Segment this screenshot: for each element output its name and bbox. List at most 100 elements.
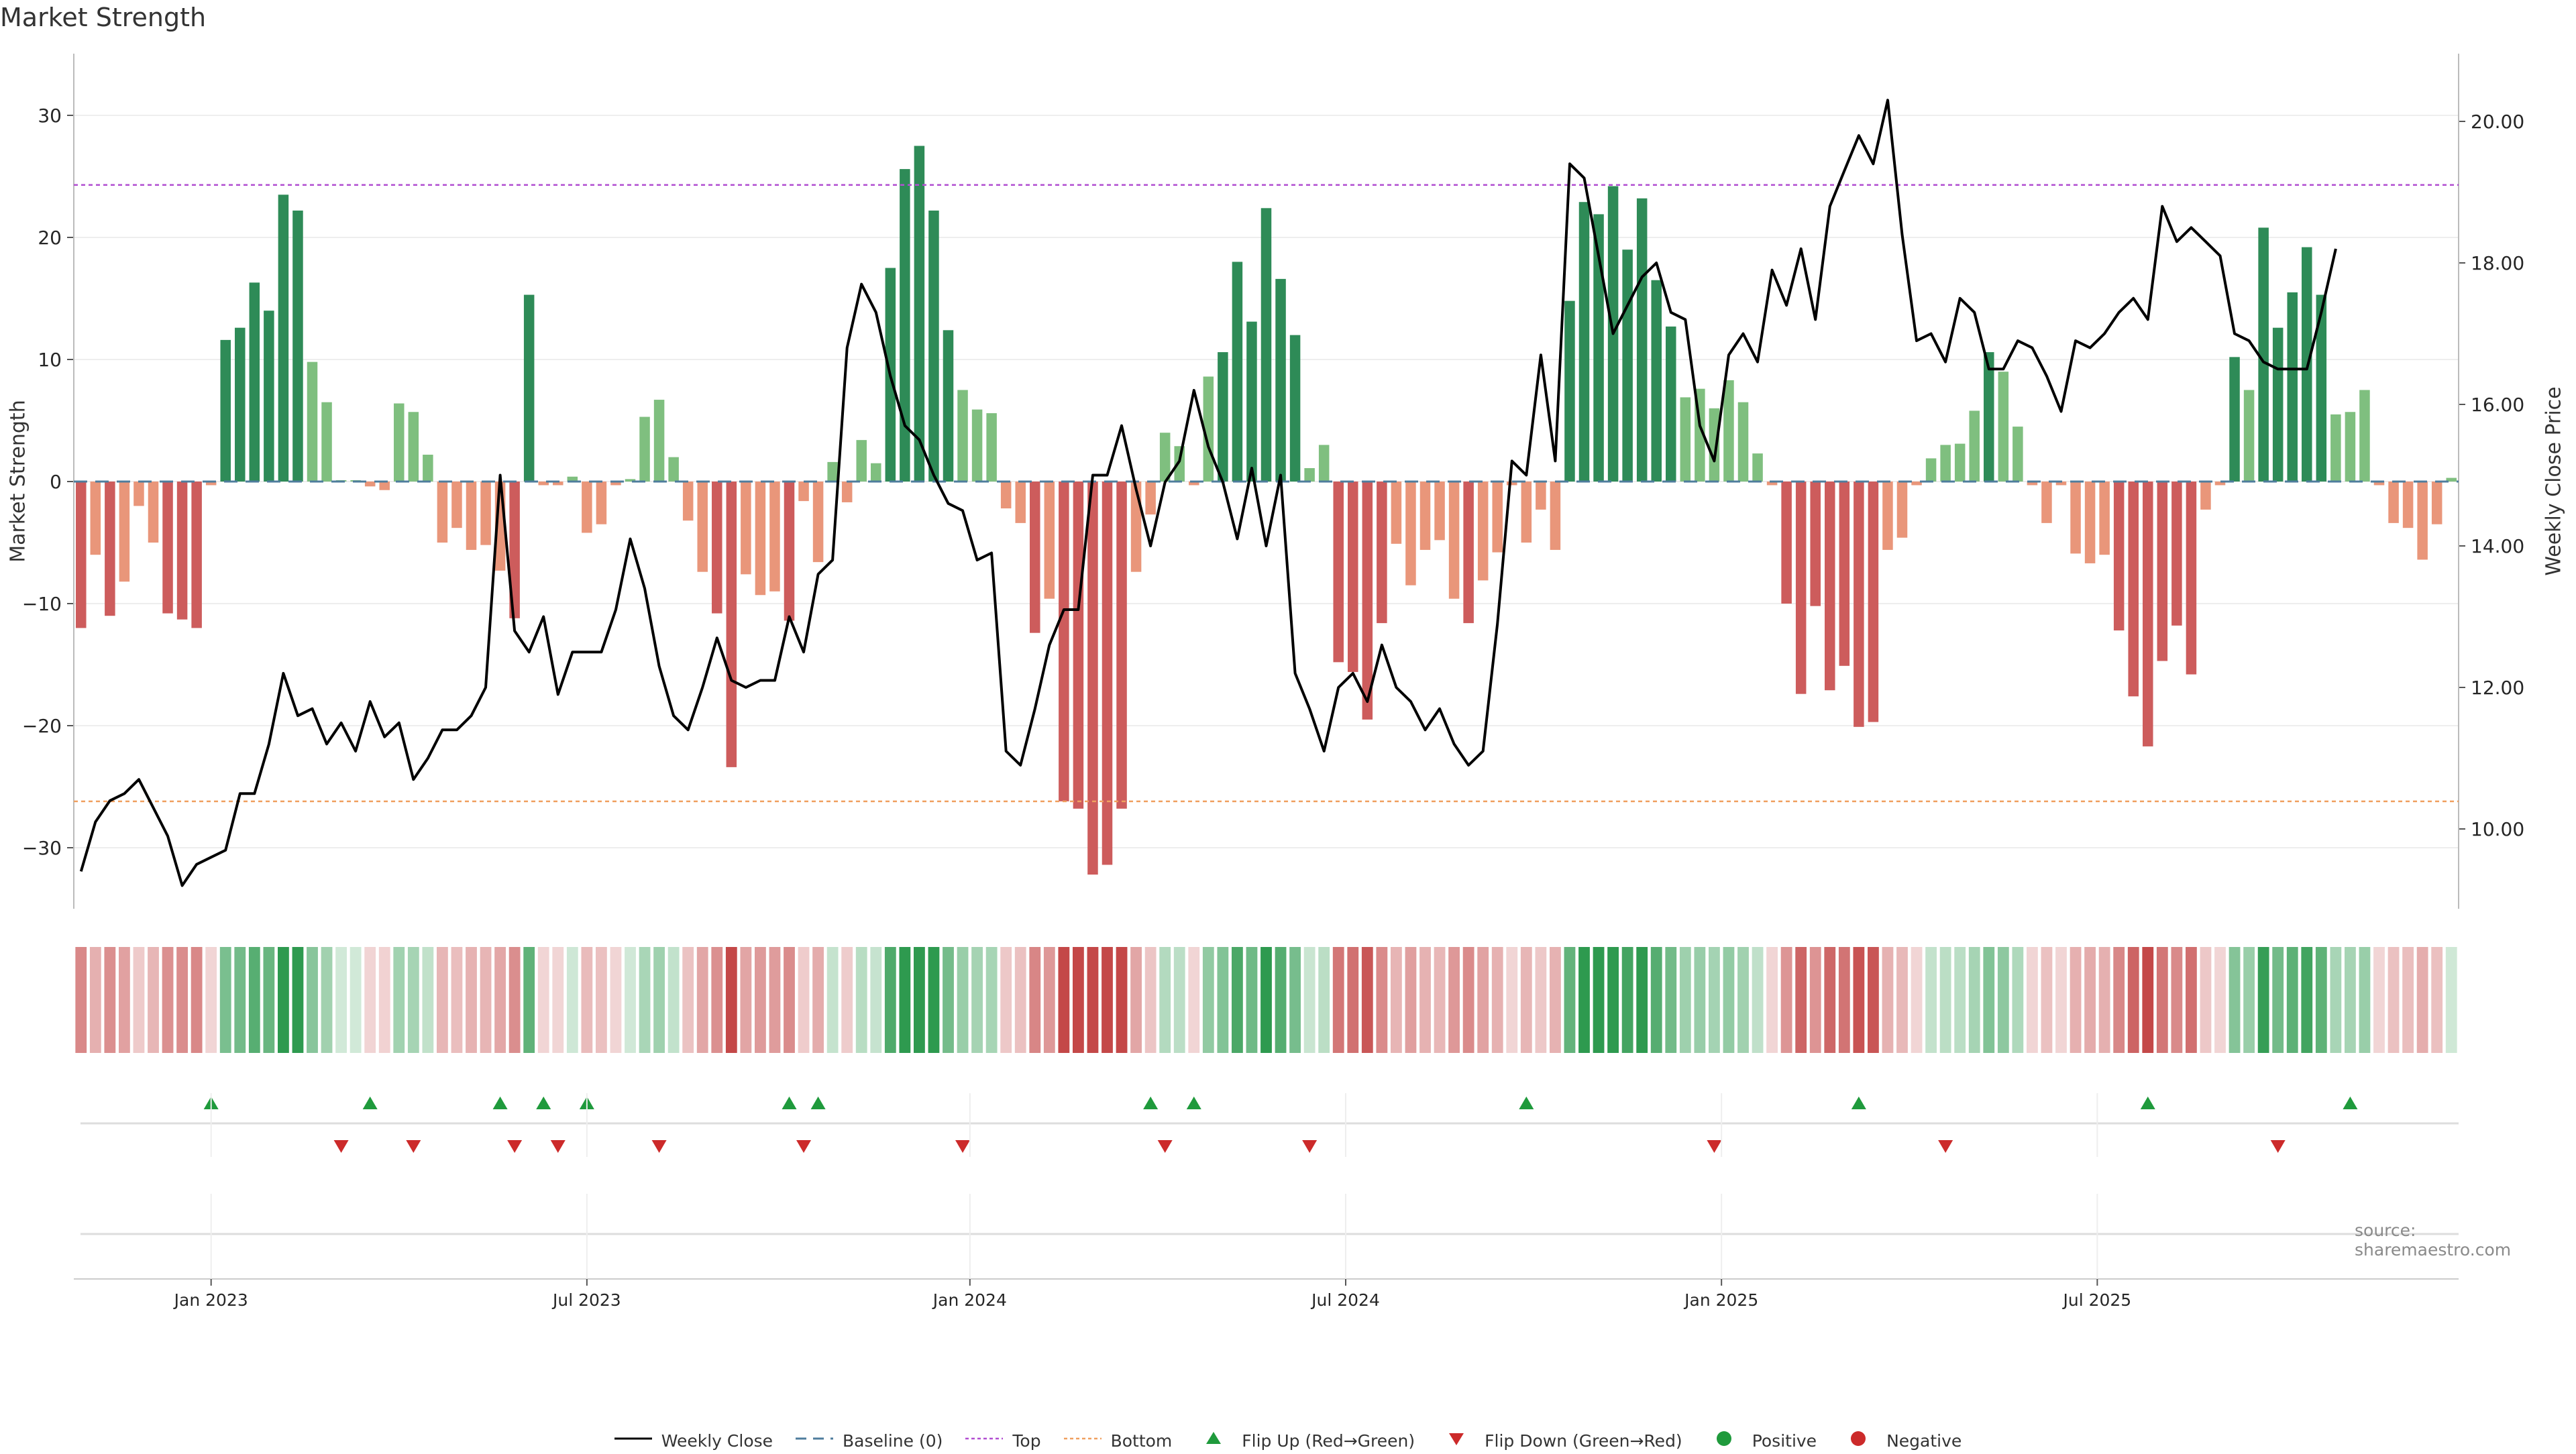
flip-down-marker [333,1140,349,1153]
heat-cell [1824,947,1836,1053]
heat-cell [1752,947,1764,1053]
strength-bar [553,482,564,486]
heat-cell [364,947,376,1053]
x-tick-label: Jan 2023 [173,1290,248,1310]
strength-bar [1868,482,1879,722]
heat-cell [1911,947,1923,1053]
strength-bar [2229,357,2240,482]
strength-bar [1536,482,1546,510]
heat-cell [1376,947,1388,1053]
heat-cell [1232,947,1243,1053]
strength-bar [2431,482,2443,524]
heat-cell [1116,947,1128,1053]
heat-cell [1130,947,1142,1053]
legend-symbol [965,1431,1004,1451]
heat-cell [914,947,925,1053]
heat-cell [1737,947,1749,1053]
heat-cell [1838,947,1850,1053]
strength-bar [957,390,968,482]
heat-cell [407,947,419,1053]
y2-tick-label: 20.00 [2471,111,2524,133]
heat-cell [884,947,896,1053]
strength-bar [625,479,636,482]
y2-tick-label: 16.00 [2471,394,2524,416]
legend-symbol [1705,1431,1743,1451]
heat-cell [971,947,983,1053]
strength-bar [986,413,997,482]
strength-bar [582,482,592,533]
heat-cell [1795,947,1807,1053]
heat-cell [162,947,174,1053]
heat-cell [2070,947,2082,1053]
strength-bar [2084,482,2096,563]
heat-cell [1665,947,1677,1053]
strength-bar [2330,414,2341,482]
strength-bar [264,311,274,482]
strength-bar [928,210,939,482]
strength-bar [2345,412,2356,482]
source-note: source: sharemaestro.com [2355,1221,2512,1260]
strength-bar [1911,482,1922,486]
heat-cell [350,947,362,1053]
strength-bar [119,482,130,582]
heat-cell [1448,947,1460,1053]
legend-symbol [1438,1431,1475,1451]
heat-cell [1780,947,1792,1053]
heat-cell [725,947,737,1053]
heat-cell [2402,947,2414,1053]
heat-cell [2156,947,2168,1053]
heat-cell [1202,947,1214,1053]
heat-cell [1217,947,1229,1053]
strength-bar [1723,380,1734,482]
heat-cell [2200,947,2212,1053]
heat-cell [1636,947,1648,1053]
strength-bar [437,482,448,543]
flip-up-marker [492,1097,508,1109]
strength-bar [133,482,144,506]
strength-bar [1116,482,1127,809]
heat-cell [2345,947,2356,1053]
heat-cell [508,947,521,1053]
heat-cell [378,947,390,1053]
strength-bar [205,482,217,486]
heat-cell [1102,947,1113,1053]
strength-bar [1969,410,1980,482]
heat-cell [1868,947,1879,1053]
strength-bar [2258,227,2269,482]
heat-cell [219,947,231,1053]
heat-cell [2416,947,2428,1053]
flip-up-marker [1143,1097,1159,1109]
strength-bar [1854,482,1864,727]
strength-bar [668,457,679,482]
heat-cell [1578,947,1590,1053]
strength-bar [2041,482,2052,523]
x-tick-label: Jul 2025 [2061,1290,2131,1310]
strength-bar [812,482,824,563]
heat-cell [393,947,405,1053]
heat-cell [2330,947,2342,1053]
heat-cell [581,947,593,1053]
strength-bar [220,339,231,482]
heat-cell [422,947,434,1053]
strength-bar [871,463,881,482]
heat-cell [1709,947,1720,1053]
strength-bar [2243,390,2255,482]
legend-label: Weekly Close [661,1431,773,1451]
legend-label: Top [1012,1431,1041,1451]
heat-cell [2243,947,2255,1053]
heat-cell [682,947,694,1053]
legend-label: Positive [1752,1431,1817,1451]
heat-cell [263,947,275,1053]
legend-item: Top [965,1431,1041,1451]
heat-cell [566,947,578,1053]
strength-bar [1015,482,1026,523]
heat-cell [2301,947,2313,1053]
heat-cell [104,947,116,1053]
heat-cell [1853,947,1865,1053]
heat-cell [494,947,506,1053]
strength-bar [1189,482,1199,486]
heat-cell [625,947,636,1053]
strength-bar [538,482,549,486]
heat-cell [696,947,708,1053]
heat-cell [1058,947,1070,1053]
